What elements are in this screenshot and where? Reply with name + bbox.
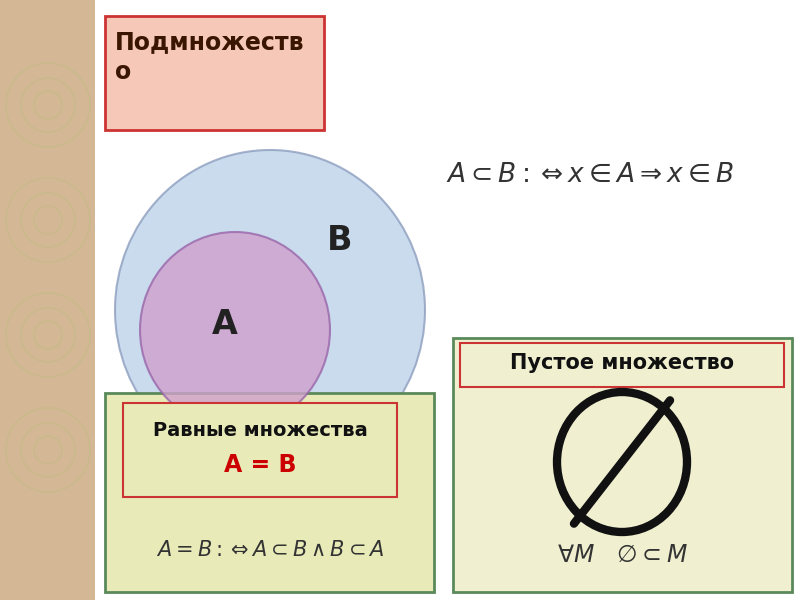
Text: Пустое множество: Пустое множество (510, 353, 734, 373)
FancyBboxPatch shape (105, 16, 324, 130)
FancyBboxPatch shape (123, 403, 397, 497)
FancyBboxPatch shape (453, 338, 792, 592)
Text: $\forall M \quad \varnothing \subset M$: $\forall M \quad \varnothing \subset M$ (557, 543, 687, 567)
Text: $A \subset B :\Leftrightarrow x \in A \Rightarrow x \in B$: $A \subset B :\Leftrightarrow x \in A \R… (446, 162, 734, 188)
Text: B: B (327, 223, 353, 257)
Ellipse shape (115, 150, 425, 470)
FancyBboxPatch shape (460, 343, 784, 387)
Text: Подмножеств
о: Подмножеств о (115, 30, 305, 84)
Text: Равные множества: Равные множества (153, 421, 367, 439)
FancyBboxPatch shape (105, 393, 434, 592)
Text: А = В: А = В (224, 453, 296, 477)
Ellipse shape (140, 232, 330, 428)
Bar (0, 0, 95, 600)
Text: A: A (212, 308, 238, 341)
Text: $A = B :\Leftrightarrow A \subset B \wedge B \subset A$: $A = B :\Leftrightarrow A \subset B \wed… (156, 540, 384, 560)
